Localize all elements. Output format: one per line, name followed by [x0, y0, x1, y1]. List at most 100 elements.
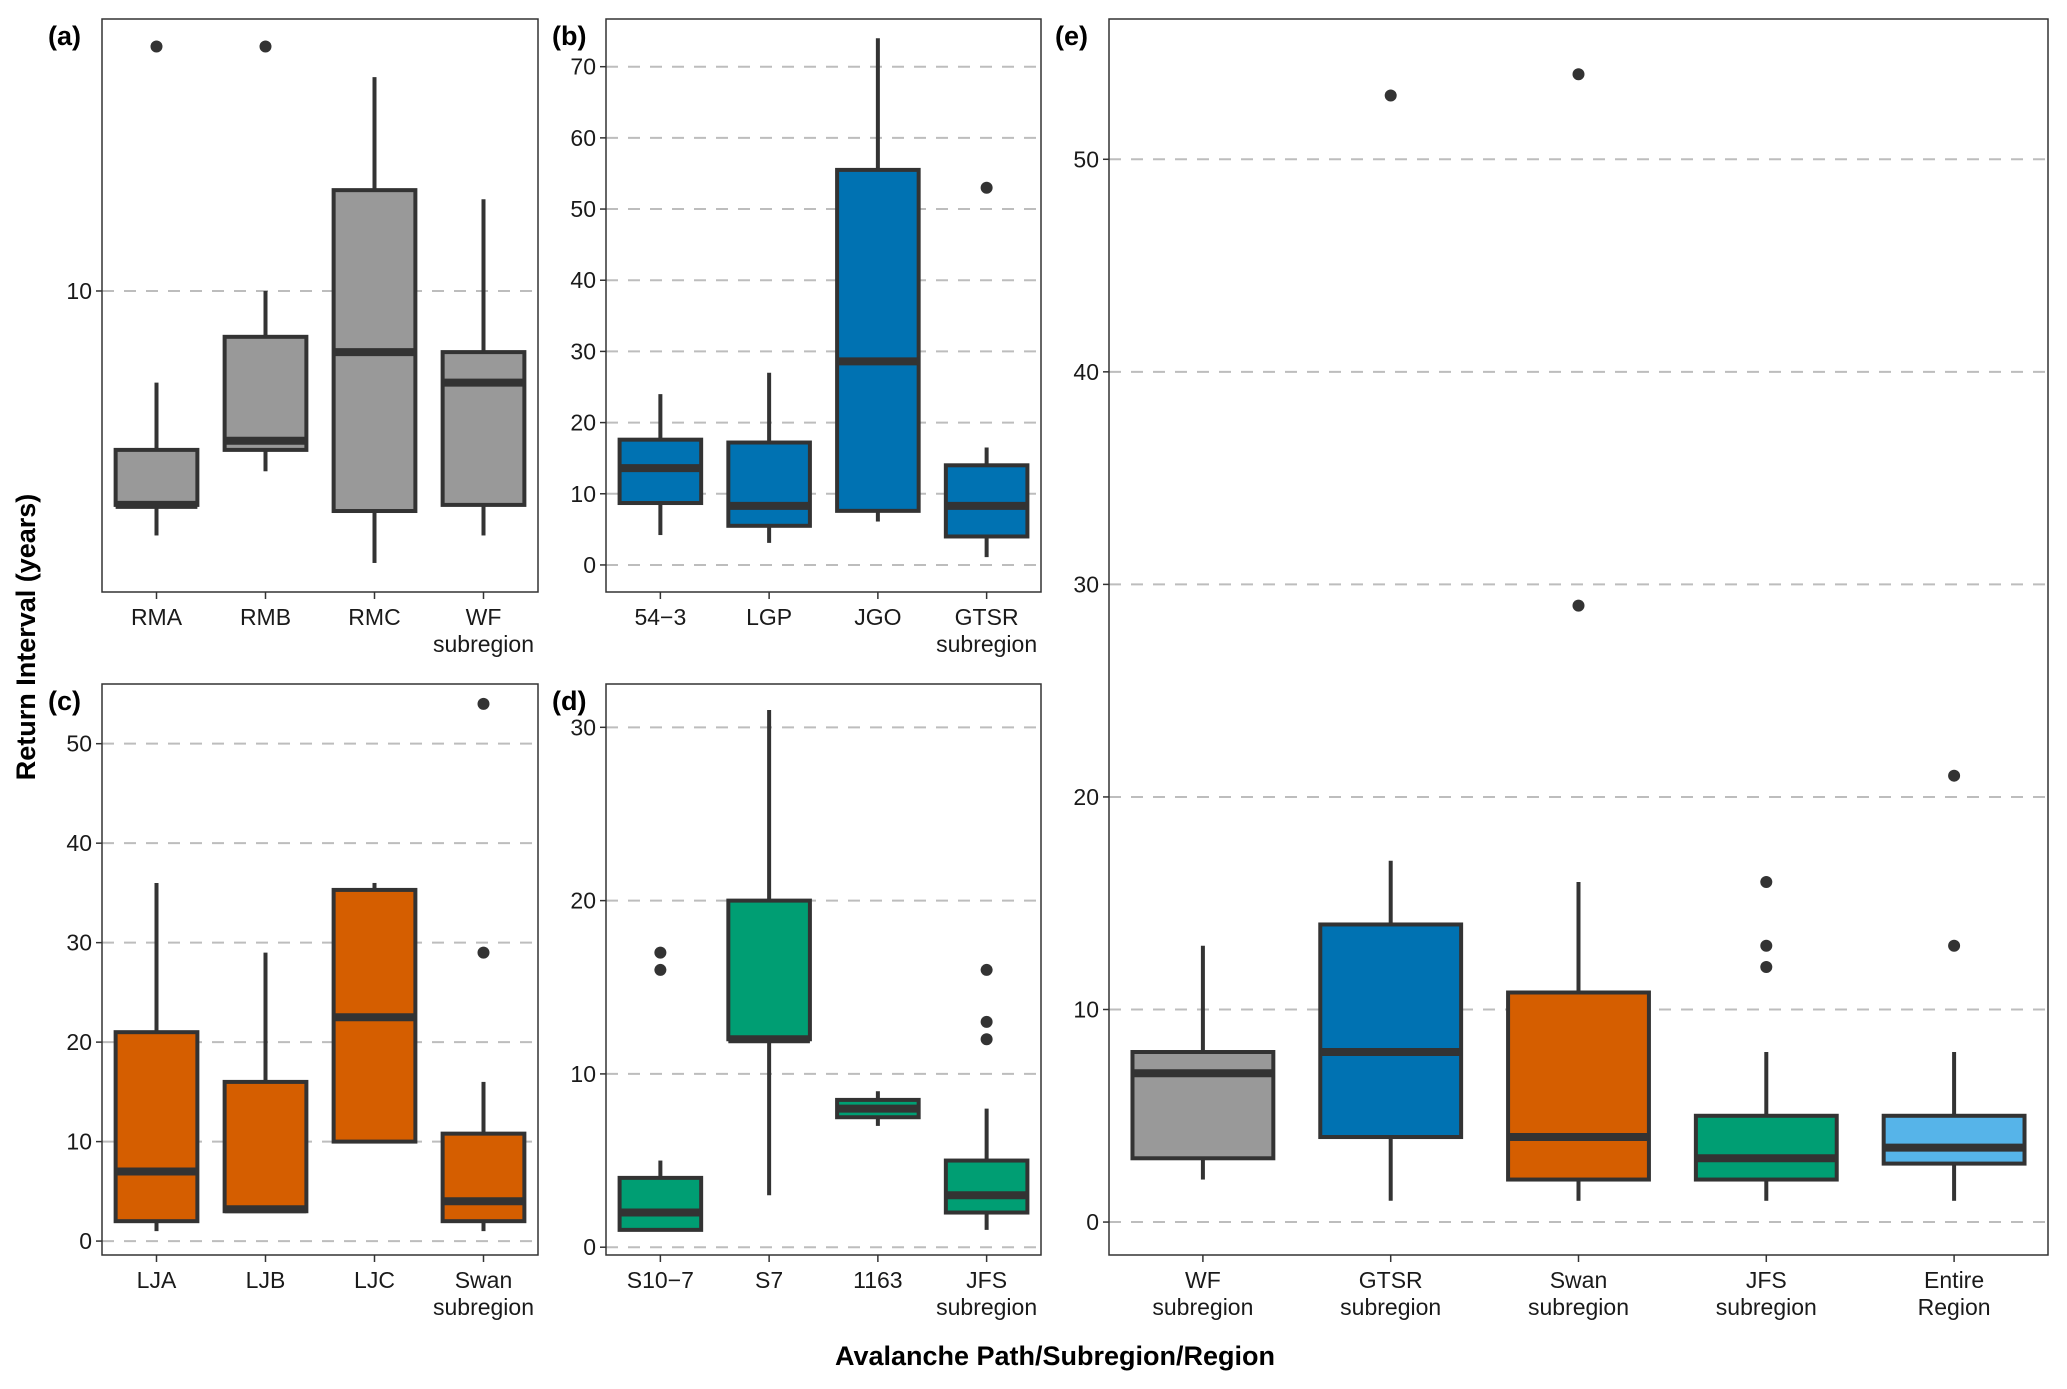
iqr-box: [617, 1175, 704, 1232]
y-tick-label: 20: [1073, 784, 1099, 810]
box-wf-subregion: [440, 199, 527, 536]
x-tick-label: subregion: [1528, 1294, 1629, 1320]
outlier-point: [1760, 939, 1773, 952]
outlier-point: [1760, 960, 1773, 973]
y-tick-label: 0: [79, 1228, 92, 1254]
x-tick-label: Swan: [455, 1267, 513, 1293]
outlier-point: [1760, 875, 1773, 888]
panel-border: [101, 683, 539, 1256]
iqr-box: [1506, 990, 1651, 1182]
y-tick-label: 0: [1086, 1209, 1099, 1235]
x-tick-label: LJC: [354, 1267, 395, 1293]
y-tick-label: 10: [570, 481, 596, 507]
outlier-point: [654, 946, 667, 959]
box-lgp: [726, 372, 812, 543]
x-tick-label: LGP: [746, 604, 792, 630]
x-tick-label: subregion: [936, 1294, 1037, 1320]
box-lja: [113, 882, 200, 1232]
box-1163: [835, 1091, 921, 1126]
outlier-point: [980, 1015, 993, 1028]
outlier-point: [1572, 599, 1585, 612]
box-wf-subregion: [1130, 945, 1276, 1180]
box-54−3: [617, 394, 704, 536]
box-gtsr-subregion: [1318, 89, 1464, 1201]
box-ljc: [331, 882, 418, 1144]
outlier-point: [980, 181, 993, 194]
x-tick-label: GTSR: [955, 604, 1019, 630]
iqr-box: [113, 1030, 200, 1224]
outlier-point: [477, 946, 490, 959]
panel-label: (e): [1055, 21, 1088, 51]
panel-label: (a): [48, 21, 81, 51]
panel-border: [605, 683, 1042, 1256]
outlier-point: [1948, 769, 1961, 782]
y-tick-label: 50: [66, 731, 92, 757]
y-tick-label: 60: [570, 125, 596, 151]
outlier-point: [150, 40, 163, 53]
x-tick-label: RMB: [240, 604, 291, 630]
y-tick-label: 0: [583, 552, 596, 578]
y-tick-label: 70: [570, 54, 596, 80]
x-tick-label: 54−3: [634, 604, 686, 630]
y-tick-label: 40: [1073, 359, 1099, 385]
box-swan-subregion: [1506, 68, 1651, 1201]
y-tick-label: 40: [570, 267, 596, 293]
y-tick-label: 30: [66, 930, 92, 956]
y-tick-label: 10: [1073, 997, 1099, 1023]
box-s7: [726, 709, 812, 1196]
x-tick-label: subregion: [1152, 1294, 1253, 1320]
iqr-box: [726, 898, 812, 1042]
iqr-box: [726, 440, 812, 528]
box-jfs-subregion: [1693, 875, 1839, 1201]
y-tick-label: 40: [66, 830, 92, 856]
iqr-box: [943, 1158, 1030, 1215]
iqr-box: [440, 1131, 527, 1224]
iqr-box: [1318, 922, 1464, 1140]
y-tick-label: 50: [1073, 146, 1099, 172]
iqr-box: [440, 350, 527, 507]
y-tick-label: 20: [570, 410, 596, 436]
x-tick-label: WF: [466, 604, 502, 630]
panel-label: (c): [48, 686, 81, 716]
outlier-point: [654, 963, 667, 976]
box-ljb: [222, 952, 309, 1214]
iqr-box: [835, 167, 921, 513]
y-axis-title: Return Interval (years): [11, 494, 41, 781]
x-tick-label: GTSR: [1359, 1267, 1423, 1293]
box-rma: [113, 40, 200, 536]
outlier-point: [1572, 68, 1585, 81]
x-tick-label: subregion: [1340, 1294, 1441, 1320]
y-tick-label: 10: [66, 1129, 92, 1155]
x-tick-label: JFS: [1746, 1267, 1787, 1293]
iqr-box: [222, 1079, 309, 1214]
x-tick-label: JGO: [854, 604, 901, 630]
iqr-box: [1130, 1050, 1276, 1161]
outlier-point: [1948, 939, 1961, 952]
x-tick-label: subregion: [1716, 1294, 1817, 1320]
x-tick-label: S10−7: [627, 1267, 694, 1293]
y-tick-label: 50: [570, 196, 596, 222]
x-tick-label: LJB: [246, 1267, 286, 1293]
iqr-box: [1693, 1113, 1839, 1182]
panel-border: [101, 18, 539, 593]
y-tick-label: 30: [570, 714, 596, 740]
x-axis-title: Avalanche Path/Subregion/Region: [835, 1341, 1275, 1371]
x-tick-label: Entire: [1924, 1267, 1984, 1293]
box-jgo: [835, 38, 921, 522]
x-tick-label: subregion: [936, 631, 1037, 657]
y-tick-label: 20: [66, 1029, 92, 1055]
x-tick-label: LJA: [137, 1267, 177, 1293]
iqr-box: [1881, 1113, 2027, 1166]
x-tick-label: RMC: [348, 604, 400, 630]
x-tick-label: subregion: [433, 1294, 534, 1320]
x-tick-label: Region: [1918, 1294, 1991, 1320]
box-rmb: [222, 40, 309, 472]
y-tick-label: 10: [66, 278, 92, 304]
x-tick-label: Swan: [1550, 1267, 1608, 1293]
iqr-box: [943, 463, 1030, 539]
panel-label: (d): [552, 686, 586, 716]
box-swan-subregion: [440, 697, 527, 1232]
